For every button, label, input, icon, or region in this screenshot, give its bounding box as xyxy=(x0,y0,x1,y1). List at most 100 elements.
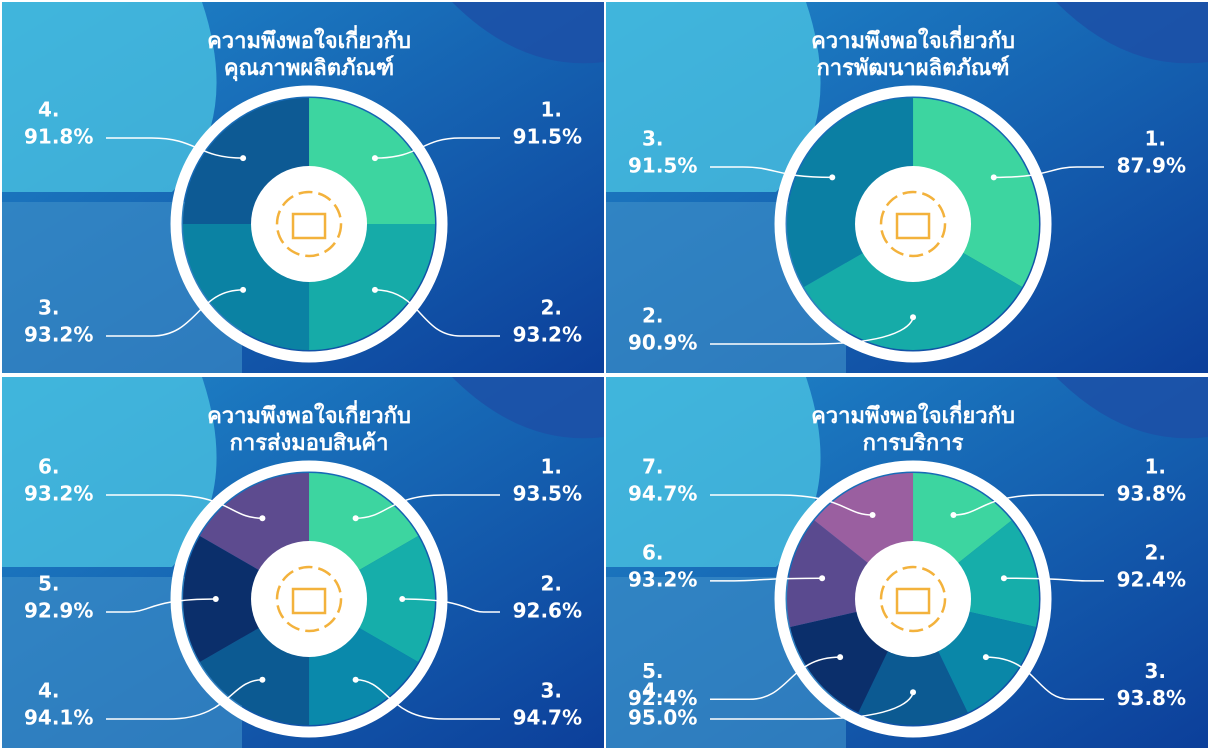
leader-dot xyxy=(240,286,247,293)
category-label: 7. xyxy=(642,455,664,479)
category-label: 5. xyxy=(38,572,60,596)
value-label: 92.4% xyxy=(1117,567,1186,591)
chart-title: การบริการ xyxy=(863,431,964,456)
leader-line xyxy=(985,656,1104,701)
leader-line xyxy=(710,166,833,179)
ring xyxy=(774,85,1052,363)
ring xyxy=(170,460,448,738)
slice xyxy=(858,599,968,725)
center xyxy=(855,166,972,282)
category-label: 4. xyxy=(642,679,664,703)
value-label: 93.5% xyxy=(513,482,582,506)
leader-line xyxy=(402,598,500,613)
value-label: 93.2% xyxy=(24,322,93,346)
ring xyxy=(774,460,1052,738)
chart-title: ความพึงพอใจเกี่ยวกับ xyxy=(207,399,411,429)
panel-shape xyxy=(606,2,821,192)
category-label: 2. xyxy=(642,304,664,328)
leader-line xyxy=(710,577,823,582)
leader-line xyxy=(106,289,244,337)
leader-dot xyxy=(259,676,266,683)
leader-dot xyxy=(829,174,836,181)
panel-shape xyxy=(2,377,217,567)
value-label: 93.2% xyxy=(24,482,93,506)
leader-line xyxy=(106,494,263,520)
leader-dot xyxy=(869,511,876,518)
panel-shape xyxy=(2,2,217,192)
value-label: 92.6% xyxy=(513,599,582,623)
leader-dot xyxy=(259,515,266,522)
leader-dot xyxy=(990,174,997,181)
category-label: 6. xyxy=(642,540,664,564)
leader-dot xyxy=(910,689,917,696)
panel-shape xyxy=(1056,2,1208,64)
leader-dot xyxy=(240,155,247,162)
chart-title: ความพึงพอใจเกี่ยวกับ xyxy=(811,24,1015,54)
center xyxy=(251,541,368,657)
value-label: 95.0% xyxy=(628,706,697,730)
value-label: 91.5% xyxy=(513,125,582,149)
value-label: 91.8% xyxy=(24,125,93,149)
slice xyxy=(309,536,436,662)
leader-line xyxy=(106,137,244,159)
panel-shape xyxy=(452,2,604,64)
slice xyxy=(183,536,310,662)
leader-dot xyxy=(352,676,359,683)
leader-dot xyxy=(352,515,359,522)
value-label: 94.7% xyxy=(628,482,697,506)
leader-line xyxy=(374,289,500,337)
category-label: 3. xyxy=(38,295,60,319)
panel-shape xyxy=(452,377,604,439)
leader-line xyxy=(710,494,873,516)
value-label: 93.8% xyxy=(1117,686,1186,710)
value-label: 93.8% xyxy=(1117,482,1186,506)
leader-dot xyxy=(1000,575,1007,582)
icon xyxy=(879,565,947,633)
value-label: 92.4% xyxy=(628,686,697,710)
icon xyxy=(275,190,343,258)
icon xyxy=(895,212,931,240)
category-label: 3. xyxy=(642,127,664,151)
leader-dot xyxy=(950,511,957,518)
leader-dot xyxy=(837,654,844,661)
leader-line xyxy=(710,656,841,701)
leader-dot xyxy=(982,654,989,661)
ring xyxy=(170,85,448,363)
leader-dot xyxy=(212,596,219,602)
center xyxy=(251,166,368,282)
value-label: 93.2% xyxy=(513,322,582,346)
icon xyxy=(291,212,327,240)
category-label: 4. xyxy=(38,679,60,703)
category-label: 2. xyxy=(1144,540,1166,564)
category-label: 2. xyxy=(540,572,562,596)
category-label: 1. xyxy=(540,98,562,122)
category-label: 3. xyxy=(1144,659,1166,683)
panel-shape xyxy=(1056,377,1208,439)
chart-title: คุณภาพผลิตภัณฑ์ xyxy=(224,55,394,82)
panel-shape xyxy=(606,377,821,567)
panel: ความพึงพอใจเกี่ยวกับคุณภาพผลิตภัณฑ์ 1. 91.… xyxy=(2,2,604,373)
leader-dot xyxy=(399,596,406,602)
chart-title: การส่งมอบสินค้า xyxy=(230,431,389,456)
leader-dot xyxy=(371,286,378,293)
category-label: 1. xyxy=(540,455,562,479)
chart-title: ความพึงพอใจเกี่ยวกับ xyxy=(811,399,1015,429)
category-label: 3. xyxy=(540,679,562,703)
icon xyxy=(895,587,931,615)
icon xyxy=(275,565,343,633)
leader-line xyxy=(1003,577,1104,582)
leader-dot xyxy=(910,314,917,321)
category-label: 5. xyxy=(642,659,664,683)
leader-line xyxy=(355,678,500,720)
value-label: 94.1% xyxy=(24,706,93,730)
icon xyxy=(291,587,327,615)
leader-line xyxy=(355,494,500,520)
value-label: 94.7% xyxy=(513,706,582,730)
leader-line xyxy=(953,494,1104,516)
value-label: 87.9% xyxy=(1117,154,1186,178)
leader-dot xyxy=(819,575,826,582)
